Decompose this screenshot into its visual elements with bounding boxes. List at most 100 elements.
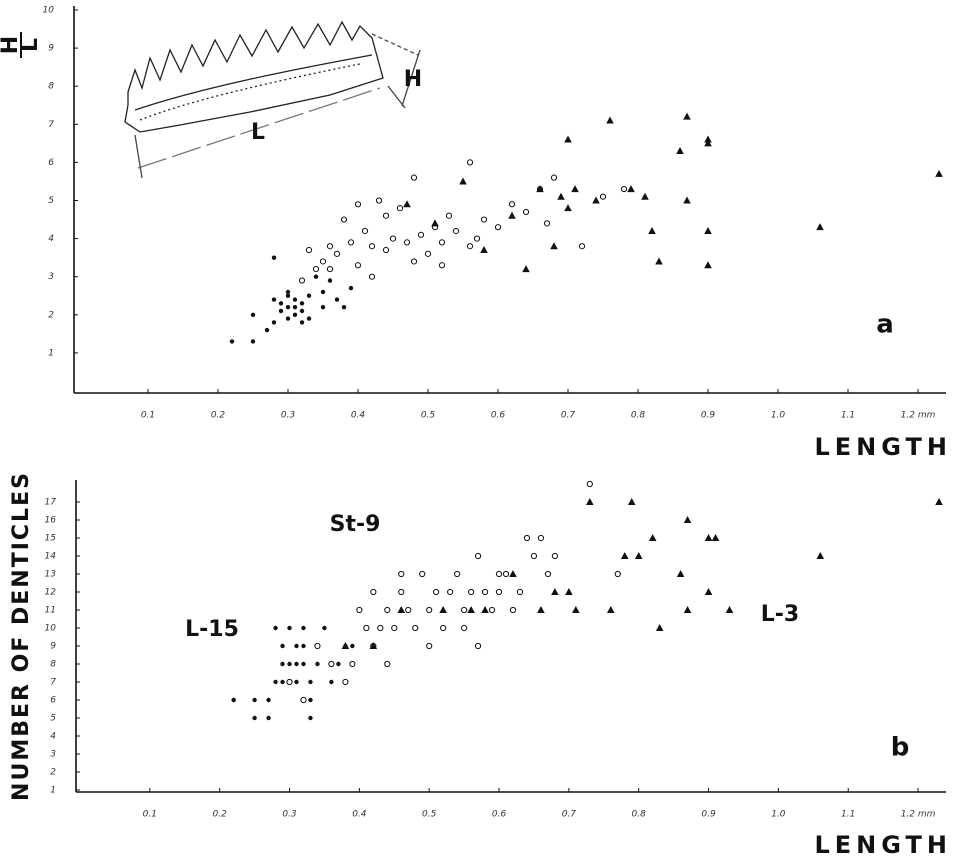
point-open-circle	[447, 588, 454, 596]
point-filled-circle	[292, 297, 298, 302]
point-open-circle	[530, 552, 538, 560]
point-triangle	[439, 606, 447, 613]
point-filled-circle	[285, 289, 291, 295]
x-tick-label: 0.7	[562, 810, 577, 820]
point-filled-circle	[329, 679, 334, 685]
point-triangle	[711, 534, 720, 541]
point-triangle	[683, 516, 692, 523]
y-tick-label: 2	[50, 768, 56, 778]
point-open-circle	[412, 624, 419, 632]
point-open-circle	[438, 262, 446, 269]
point-open-circle	[522, 208, 530, 216]
point-open-circle	[354, 201, 362, 208]
y-tick-label: 16	[45, 516, 57, 526]
point-open-circle	[417, 231, 425, 238]
point-triangle	[537, 606, 545, 613]
point-open-circle	[426, 642, 433, 650]
y-tick-label: 4	[50, 732, 56, 742]
inset-drawing	[124, 20, 421, 179]
point-triangle	[704, 588, 713, 595]
x-tick-label: 0.9	[701, 411, 716, 421]
point-open-circle	[340, 216, 348, 223]
point-triangle	[634, 552, 643, 559]
point-filled-circle	[285, 304, 291, 310]
point-triangle	[572, 606, 580, 613]
y-tick-label: 11	[45, 606, 56, 616]
point-open-circle	[474, 552, 482, 560]
x-axis-label: LENGTH	[814, 831, 952, 859]
point-open-circle	[440, 624, 447, 632]
point-triangle	[557, 192, 565, 200]
y-tick-label: 7	[50, 678, 56, 688]
x-tick-label: 1.2 mm	[901, 810, 936, 820]
point-filled-circle	[271, 255, 277, 260]
point-open-circle	[419, 570, 426, 578]
point-triangle	[627, 185, 635, 193]
x-tick-label: 0.5	[422, 810, 437, 820]
point-triangle	[571, 185, 579, 193]
y-tick-label: 4	[48, 234, 54, 244]
point-filled-circle	[250, 312, 256, 317]
y-tick-label: 5	[48, 196, 54, 206]
point-filled-circle	[336, 661, 341, 667]
point-filled-circle	[306, 293, 312, 298]
point-open-circle	[347, 239, 355, 246]
point-open-circle	[599, 193, 607, 200]
point-open-circle	[326, 265, 334, 273]
point-filled-circle	[334, 297, 340, 302]
point-filled-circle	[252, 715, 257, 721]
point-open-circle	[363, 624, 370, 632]
y-tick-label: 8	[48, 82, 54, 92]
point-triangle	[704, 261, 712, 269]
point-open-circle	[474, 642, 482, 650]
point-triangle	[550, 242, 558, 250]
y-label-denominator: H	[0, 36, 23, 54]
point-open-circle	[445, 212, 453, 219]
inset-label: H	[404, 67, 422, 92]
point-open-circle	[384, 606, 391, 614]
point-filled-circle	[273, 625, 278, 631]
point-open-circle	[426, 606, 433, 614]
inset-label: L	[251, 120, 265, 145]
y-tick-label: 15	[45, 534, 57, 544]
point-triangle	[480, 246, 488, 254]
point-open-circle	[481, 588, 489, 596]
point-open-circle	[467, 588, 475, 596]
point-open-circle	[377, 624, 384, 632]
point-open-circle	[438, 239, 446, 246]
group-label: St-9	[330, 512, 381, 537]
point-filled-circle	[280, 661, 285, 667]
point-open-circle	[333, 250, 341, 257]
point-triangle	[935, 169, 943, 177]
point-triangle	[627, 498, 636, 505]
point-open-circle	[403, 239, 411, 246]
point-triangle	[816, 223, 824, 231]
point-triangle	[586, 498, 594, 505]
y-tick-label: 5	[50, 714, 56, 724]
point-triangle	[397, 606, 406, 613]
y-tick-label: 2	[48, 310, 54, 320]
y-tick-label: 9	[50, 642, 56, 652]
point-triangle	[481, 606, 489, 613]
x-tick-label: 0.2	[211, 411, 226, 421]
point-open-circle	[494, 224, 502, 231]
point-triangle	[459, 177, 467, 185]
point-open-circle	[578, 243, 586, 250]
point-open-circle	[382, 246, 390, 254]
point-filled-circle	[285, 293, 291, 298]
point-triangle	[564, 204, 572, 212]
y-axis-label: LH	[0, 32, 43, 58]
point-triangle	[648, 226, 656, 234]
point-open-circle	[516, 588, 524, 596]
point-triangle	[564, 135, 572, 143]
point-open-circle	[354, 262, 362, 269]
point-filled-circle	[280, 679, 285, 685]
point-open-circle	[508, 201, 516, 208]
y-tick-label: 1	[48, 348, 54, 358]
point-open-circle	[461, 624, 468, 632]
point-filled-circle	[313, 274, 319, 279]
point-open-circle	[550, 174, 558, 181]
point-triangle	[676, 146, 684, 154]
point-filled-circle	[308, 697, 313, 703]
point-triangle	[509, 570, 517, 577]
